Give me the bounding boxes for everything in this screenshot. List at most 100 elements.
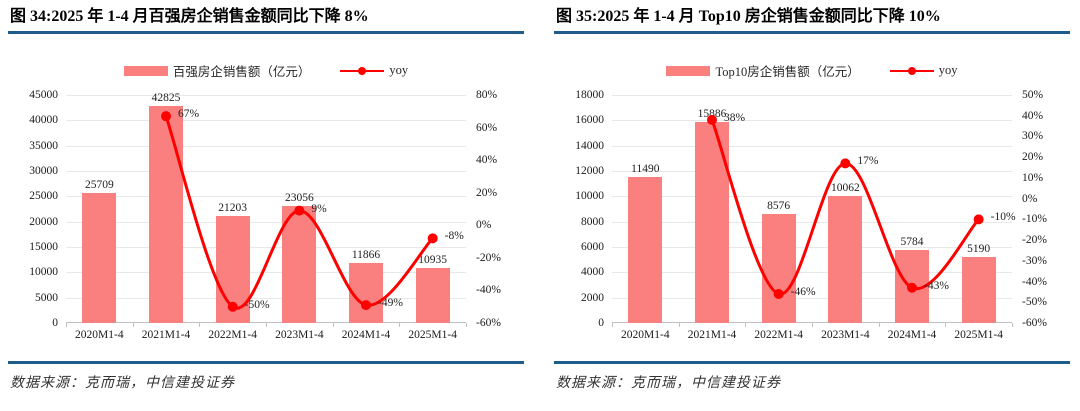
y-right-tick-label: 40% [476, 154, 498, 167]
y-left-tick-label: 10000 [29, 266, 58, 279]
bar-value-label: 25709 [84, 178, 114, 191]
x-tick-label: 2020M1-4 [75, 329, 124, 341]
y-left-tick-label: 35000 [29, 139, 58, 152]
gridline [612, 196, 1012, 198]
title-divider [554, 31, 1070, 34]
gridline [66, 196, 466, 198]
bar-value-label: 10935 [418, 253, 448, 266]
line-dot-swatch-icon [889, 66, 934, 76]
bar-value-label: 8576 [767, 200, 791, 213]
y-left-tick-label: 30000 [29, 164, 58, 177]
y-right-tick-label: -40% [1022, 275, 1047, 288]
x-axis-tick [612, 323, 613, 327]
x-axis-line [66, 322, 466, 323]
x-axis-tick [678, 323, 680, 327]
x-tick-label: 2020M1-4 [621, 329, 670, 341]
chart-area: 18000 16000 14000 12000 10000 8000 6000 4000 200… [554, 89, 1070, 329]
x-tick-label: 2021M1-4 [141, 329, 191, 341]
data-source-note: 数据来源：克而瑞，中信建投证券 [556, 375, 781, 391]
y-right-tick-label: -50% [1022, 296, 1047, 309]
x-tick-label: 2024M1-4 [341, 329, 391, 341]
gridline [612, 221, 1012, 223]
line-dot-swatch-icon [340, 66, 385, 76]
bar-swatch-icon [123, 65, 168, 76]
legend-bar-label: 百强房企销售额（亿元） [172, 65, 311, 79]
y-right-tick-label: -20% [476, 251, 501, 264]
bar-swatch-icon [666, 65, 711, 76]
x-tick-label: 2022M1-4 [208, 329, 257, 341]
bar-value-label: 11490 [631, 163, 660, 176]
gridline [66, 120, 466, 122]
x-axis-tick [745, 323, 747, 327]
y-right-tick-label: 40% [1022, 109, 1044, 122]
y-left-tick-label: 4000 [581, 266, 604, 279]
y-left-tick-label: 8000 [581, 215, 604, 228]
bar-value-label: 23056 [284, 192, 314, 205]
x-axis-tick [199, 323, 201, 327]
x-tick-label: 2024M1-4 [887, 329, 937, 341]
x-tick-label: 2023M1-4 [821, 329, 870, 341]
x-axis-labels: 2020M1-4 2021M1-4 2022M1-4 2023M1-4 2024M1-4… [612, 329, 1012, 344]
y-right-tick-label: -30% [1022, 254, 1047, 267]
chart-area: 45000 40000 35000 30000 25000 20000 15000 10000… [8, 89, 524, 329]
y-left-tick-label: 45000 [29, 89, 58, 101]
x-tick-label: 2021M1-4 [687, 329, 737, 341]
y-right-tick-label: -40% [476, 284, 501, 297]
gridline [66, 272, 466, 274]
gridline [66, 170, 466, 172]
y-left-tick-label: 16000 [575, 114, 604, 127]
gridline [612, 272, 1012, 274]
bar [828, 195, 863, 323]
bar [695, 121, 729, 323]
y-left-tick-label: 15000 [29, 240, 58, 253]
yoy-value-label: 9% [311, 202, 327, 215]
bar [82, 192, 117, 323]
yoy-value-label: -10% [990, 211, 1016, 224]
bar [149, 106, 183, 323]
gridline [612, 95, 1012, 96]
y-right-tick-label: -60% [1022, 317, 1047, 329]
bar [761, 214, 796, 323]
x-axis-tick [878, 323, 880, 327]
y-right-tick-label: 0% [476, 219, 492, 232]
yoy-value-label: -43% [924, 279, 949, 292]
x-axis-tick [66, 323, 67, 327]
legend: 百强房企销售额（亿元） yoy [8, 62, 524, 79]
x-tick-label: 2025M1-4 [954, 329, 1003, 341]
y-left-tick-label: 12000 [575, 164, 604, 177]
y-right-tick-label: 30% [1022, 130, 1044, 143]
chart-title: 图 35:2025 年 1-4 月 Top10 房企销售金额同比下降 10% [556, 8, 941, 25]
yoy-value-label: 67% [178, 108, 200, 121]
chart-panel-left: 图 34:2025 年 1-4 月百强房企销售金额同比下降 8% 百强房企销售额… [8, 8, 524, 391]
y-right-tick-label: 20% [476, 186, 498, 199]
data-source-note: 数据来源：克而瑞，中信建投证券 [10, 375, 235, 391]
y-left-tick-label: 0 [52, 317, 58, 329]
legend: Top10房企销售额（亿元） yoy [554, 62, 1070, 79]
y-left-tick-label: 5000 [35, 291, 58, 304]
gridline [66, 221, 466, 223]
y-axis-right: 50% 40% 30% 20% 10% 0% -10% -20% -30% -40% -50% -60… [1012, 89, 1070, 329]
gridline [66, 145, 466, 147]
bar-value-label: 5190 [967, 243, 991, 256]
gridline [612, 145, 1012, 147]
yoy-line [161, 111, 438, 312]
x-axis-tick [812, 323, 813, 327]
x-axis-tick [1012, 323, 1013, 327]
x-axis-tick [266, 323, 267, 327]
gridline [612, 297, 1012, 299]
bar [349, 262, 383, 323]
y-right-tick-label: 50% [1022, 89, 1044, 101]
y-right-tick-label: -20% [1022, 234, 1047, 247]
gridline [612, 120, 1012, 122]
y-left-tick-label: 18000 [575, 89, 604, 101]
plot-area: 11490 15886 8576 10062 5784 5190 38% -46% 17% -43… [612, 95, 1016, 327]
y-left-tick-label: 40000 [29, 114, 58, 127]
y-left-tick-label: 25000 [29, 190, 58, 203]
legend-line-label: yoy [938, 63, 958, 77]
x-tick-label: 2023M1-4 [275, 329, 324, 341]
bottom-divider [8, 361, 524, 364]
gridline [66, 246, 466, 248]
y-right-tick-label: -60% [476, 317, 501, 329]
yoy-value-label: 17% [857, 155, 879, 168]
